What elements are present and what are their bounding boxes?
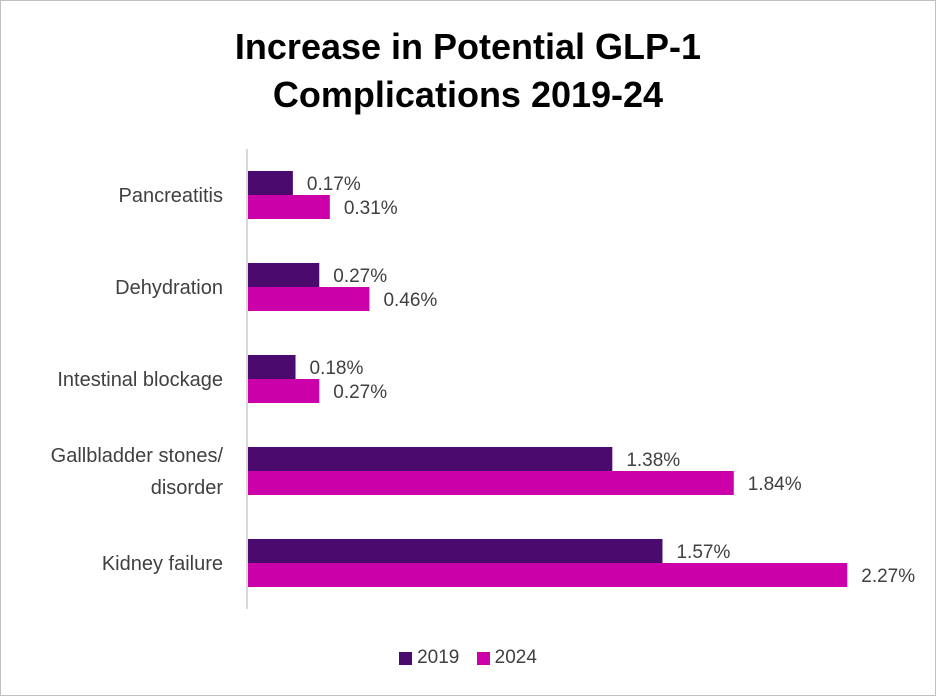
category-label: Intestinal blockage — [57, 369, 223, 391]
category-label: Gallbladder stones/disorder — [51, 445, 224, 499]
bar-2019 — [248, 539, 663, 563]
legend-item-2019: 2019 — [399, 647, 459, 669]
legend-label-2024: 2024 — [494, 647, 537, 668]
data-label-2024: 2.27% — [861, 566, 915, 587]
category-label: Kidney failure — [102, 553, 223, 575]
data-label-2019: 1.38% — [626, 450, 680, 471]
legend-item-2024: 2024 — [476, 647, 537, 669]
data-label-2024: 0.27% — [333, 382, 387, 403]
bar-2024 — [248, 379, 320, 403]
legend-swatch-2024 — [476, 651, 490, 665]
data-label-2019: 0.18% — [310, 358, 364, 379]
data-label-2019: 0.17% — [307, 174, 361, 195]
legend-label-2019: 2019 — [417, 647, 460, 668]
data-label-2019: 0.27% — [333, 266, 387, 287]
bar-2019 — [248, 447, 613, 471]
legend-swatch-2019 — [399, 651, 413, 665]
data-label-2024: 0.31% — [344, 198, 398, 219]
bar-2024 — [248, 563, 848, 587]
data-label-2024: 1.84% — [748, 474, 802, 495]
bar-2019 — [248, 171, 293, 195]
data-label-2019: 1.57% — [676, 542, 730, 563]
category-label: Dehydration — [115, 277, 223, 299]
bar-2024 — [248, 195, 330, 219]
chart-title-line-1: Increase in Potential GLP-1 — [234, 26, 702, 67]
bar-2024 — [248, 287, 370, 311]
data-label-2024: 0.46% — [383, 290, 437, 311]
bar-2019 — [248, 263, 320, 287]
chart-title-line-2: Complications 2019-24 — [272, 74, 664, 115]
chart-title: Increase in Potential GLP-1 Complication… — [1, 23, 935, 119]
legend: 2019 2024 — [1, 647, 935, 671]
category-label: Pancreatitis — [119, 185, 224, 207]
bar-2019 — [248, 355, 296, 379]
bar-2024 — [248, 471, 734, 495]
